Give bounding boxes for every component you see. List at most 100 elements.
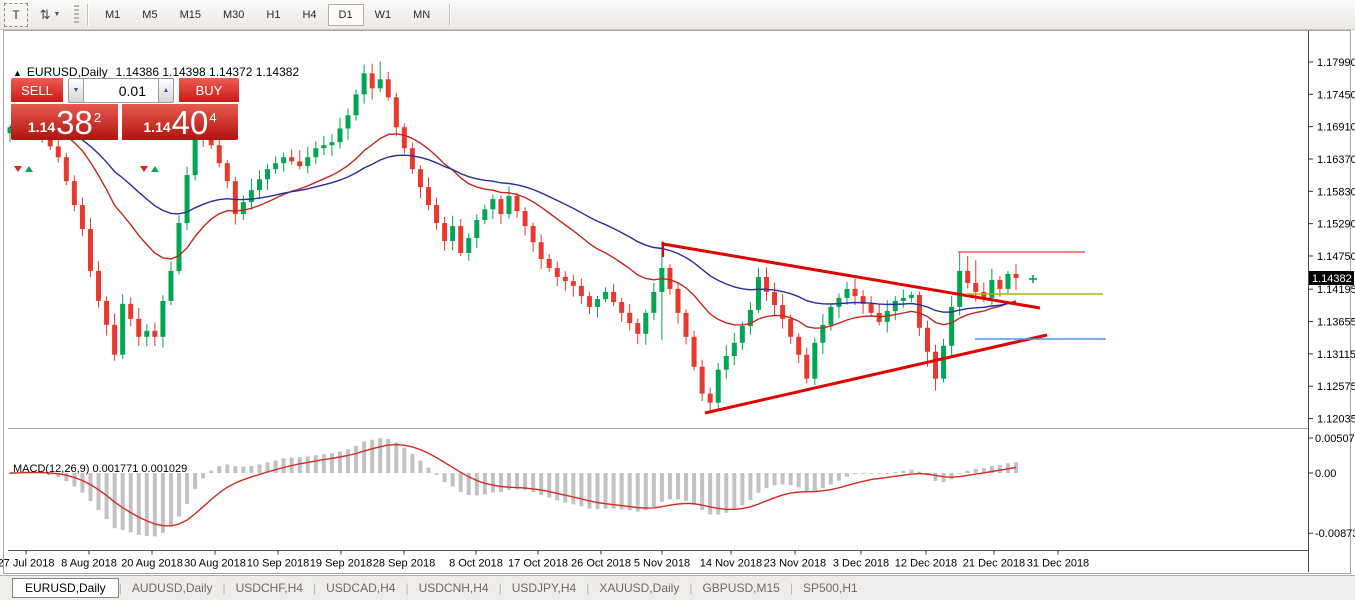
tab-separator: | xyxy=(222,581,226,595)
svg-text:5 Nov 2018: 5 Nov 2018 xyxy=(634,558,690,570)
svg-text:8 Aug 2018: 8 Aug 2018 xyxy=(61,558,117,570)
svg-text:1.13115: 1.13115 xyxy=(1317,349,1355,361)
candlestick-series xyxy=(7,61,1019,412)
svg-text:0.00: 0.00 xyxy=(1315,468,1336,480)
macd-axis[interactable]: 0.005074 0.00 -0.00873 xyxy=(1308,433,1355,540)
buy-tick-direction-icon xyxy=(140,166,159,172)
timeframe-button-group: M1 M5 M15 M30 H1 H4 D1 W1 MN xyxy=(94,3,441,26)
symbol-period-label: EURUSD,Daily xyxy=(26,65,108,79)
text-tool-icon: T xyxy=(12,7,20,22)
svg-text:1.15830: 1.15830 xyxy=(1317,186,1355,198)
svg-text:31 Dec 2018: 31 Dec 2018 xyxy=(1027,558,1089,570)
macd-pane xyxy=(8,438,1018,537)
svg-text:10 Sep 2018: 10 Sep 2018 xyxy=(247,558,309,570)
svg-text:8 Oct 2018: 8 Oct 2018 xyxy=(449,558,503,570)
arrange-icon: ⇅ xyxy=(39,6,51,22)
buy-button-label: BUY xyxy=(195,82,223,98)
chart-tab-gbpusd-m15[interactable]: GBPUSD,M15 xyxy=(702,581,780,595)
svg-text:1.16910: 1.16910 xyxy=(1317,122,1355,134)
svg-text:20 Aug 2018: 20 Aug 2018 xyxy=(121,558,183,570)
chart-tab-bar: EURUSD,Daily | AUDUSD,Daily | USDCHF,H4 | USDC… xyxy=(0,575,1355,600)
buy-price-pip: 4 xyxy=(209,110,217,125)
chart-window-title: ▲ EURUSD,Daily 1.14386 1.14398 1.14372 1.1… xyxy=(13,65,299,79)
toolbar-separator xyxy=(87,3,88,26)
timeframe-button-d1[interactable]: D1 xyxy=(327,3,364,26)
trendline-down[interactable] xyxy=(662,242,1041,310)
toolbar-grip xyxy=(74,4,79,25)
chart-tab-sp500-h1[interactable]: SP500,H1 xyxy=(802,581,858,595)
svg-text:1.14750: 1.14750 xyxy=(1317,251,1355,263)
toolbar-separator xyxy=(449,3,451,26)
svg-text:14 Nov 2018: 14 Nov 2018 xyxy=(700,558,762,570)
buy-price-main: 40 xyxy=(171,104,209,141)
sell-price-button[interactable]: 1.14 38 2 xyxy=(11,104,118,140)
svg-text:0.005074: 0.005074 xyxy=(1315,433,1355,445)
spin-up-icon: ▲ xyxy=(162,87,170,94)
sell-button[interactable]: SELL xyxy=(11,78,63,103)
date-axis[interactable]: 27 Jul 2018 8 Aug 2018 20 Aug 2018 30 Aug 2… xyxy=(0,550,1089,570)
moving-averages xyxy=(9,124,1017,329)
svg-text:1.14195: 1.14195 xyxy=(1317,284,1355,296)
volume-decrease-button[interactable]: ▼ xyxy=(68,78,84,103)
tab-separator: | xyxy=(118,581,122,595)
timeframe-button-h4[interactable]: H4 xyxy=(302,8,317,21)
chart-tab-usdchf-h4[interactable]: USDCHF,H4 xyxy=(235,581,303,595)
timeframe-button-m15[interactable]: M15 xyxy=(179,8,201,21)
window-frame xyxy=(3,30,1351,574)
analysis-objects[interactable] xyxy=(662,242,1106,415)
collapse-triangle-icon[interactable]: ▲ xyxy=(13,68,22,78)
tab-separator: | xyxy=(498,581,502,595)
svg-text:1.15290: 1.15290 xyxy=(1317,219,1355,231)
chart-tab-usdcad-h4[interactable]: USDCAD,H4 xyxy=(326,581,396,595)
tab-separator: | xyxy=(312,581,317,595)
chart-window: 1.17990 1.17450 1.16910 1.16370 1.15830 1.152… xyxy=(0,29,1355,575)
chart-tab-usdcnh-h4[interactable]: USDCNH,H4 xyxy=(418,581,489,595)
svg-text:1.12035: 1.12035 xyxy=(1317,414,1355,426)
volume-increase-button[interactable]: ▲ xyxy=(158,78,174,103)
tab-separator: | xyxy=(405,581,409,595)
chart-tab-xauusd-daily[interactable]: XAUUSD,Daily xyxy=(599,581,680,595)
svg-text:30 Aug 2018: 30 Aug 2018 xyxy=(184,558,246,570)
chart-tab-usdjpy-h4[interactable]: USDJPY,H4 xyxy=(511,581,577,595)
sell-price-main: 38 xyxy=(56,104,93,141)
trendline-up[interactable] xyxy=(704,333,1048,415)
sell-button-label: SELL xyxy=(21,82,53,98)
svg-text:21 Dec 2018: 21 Dec 2018 xyxy=(963,558,1025,570)
volume-input[interactable] xyxy=(84,78,158,103)
timeframe-button-m5[interactable]: M5 xyxy=(142,8,158,21)
timeframe-button-h1[interactable]: H1 xyxy=(266,8,281,21)
buy-price-prefix: 1.14 xyxy=(143,119,171,135)
chart-canvas[interactable]: 1.17990 1.17450 1.16910 1.16370 1.15830 1.152… xyxy=(0,29,1355,575)
svg-text:26 Oct 2018: 26 Oct 2018 xyxy=(571,558,631,570)
svg-text:1.12575: 1.12575 xyxy=(1317,381,1355,393)
buy-button[interactable]: BUY xyxy=(179,78,239,103)
svg-text:3 Dec 2018: 3 Dec 2018 xyxy=(833,558,889,570)
tab-separator: | xyxy=(689,581,693,595)
svg-text:1.17450: 1.17450 xyxy=(1317,89,1355,101)
top-toolbar: T ⇅ ▼ M1 M5 M15 M30 H1 H4 D1 W1 MN xyxy=(0,0,1355,30)
sell-price-pip: 2 xyxy=(93,110,102,125)
price-axis[interactable]: 1.17990 1.17450 1.16910 1.16370 1.15830 1.152… xyxy=(1308,57,1355,426)
svg-text:23 Nov 2018: 23 Nov 2018 xyxy=(764,558,826,570)
timeframe-button-mn[interactable]: MN xyxy=(413,8,431,21)
buy-price-button[interactable]: 1.14 40 4 xyxy=(122,104,238,140)
chart-tab-audusd-daily[interactable]: AUDUSD,Daily xyxy=(131,581,213,595)
svg-text:27 Jul 2018: 27 Jul 2018 xyxy=(0,558,54,570)
ohlc-values: 1.14386 1.14398 1.14372 1.14382 xyxy=(115,65,300,79)
current-price-tag xyxy=(1309,271,1354,286)
text-tool-button[interactable]: T xyxy=(4,2,28,27)
chart-tab-eurusd-daily[interactable]: EURUSD,Daily xyxy=(12,578,119,598)
svg-text:1.16370: 1.16370 xyxy=(1317,154,1355,166)
timeframe-button-w1[interactable]: W1 xyxy=(374,8,392,21)
sell-tick-direction-icon xyxy=(14,166,33,172)
svg-text:28 Sep 2018: 28 Sep 2018 xyxy=(373,558,435,570)
svg-text:-0.00873: -0.00873 xyxy=(1315,528,1355,540)
tab-separator: | xyxy=(586,581,590,595)
spin-down-icon: ▼ xyxy=(72,87,80,94)
arrange-objects-button[interactable]: ⇅ ▼ xyxy=(32,3,68,27)
timeframe-button-m1[interactable]: M1 xyxy=(105,8,121,21)
chevron-down-icon: ▼ xyxy=(53,11,61,18)
timeframe-button-m30[interactable]: M30 xyxy=(222,8,245,21)
svg-text:1.13655: 1.13655 xyxy=(1317,317,1355,329)
